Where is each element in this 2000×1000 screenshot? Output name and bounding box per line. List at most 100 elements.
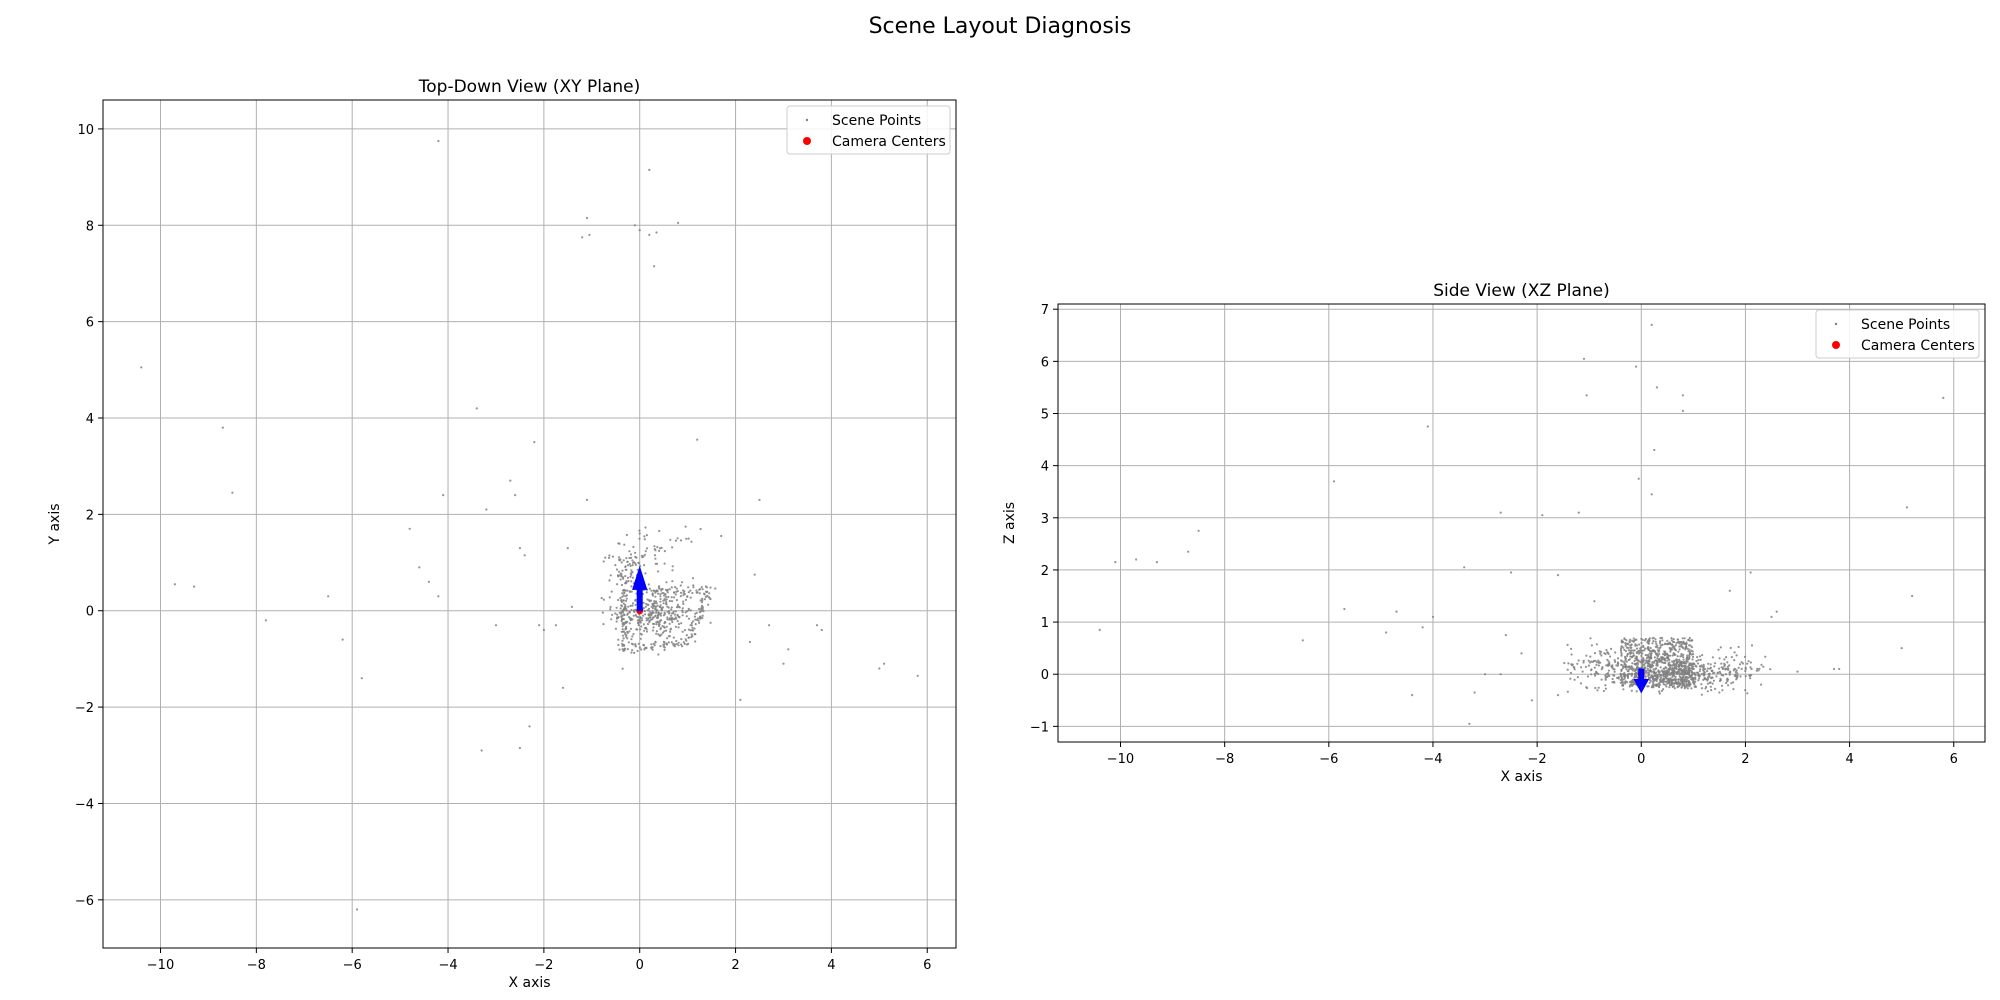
scene-point bbox=[1900, 647, 1903, 650]
scene-point bbox=[662, 614, 666, 617]
scene-point bbox=[670, 596, 673, 599]
scene-point bbox=[1463, 566, 1466, 569]
scene-point bbox=[1620, 652, 1623, 656]
scene-point bbox=[674, 616, 677, 619]
scene-point bbox=[699, 599, 702, 602]
scene-point bbox=[643, 648, 646, 651]
scene-point bbox=[1593, 666, 1596, 669]
scene-point bbox=[701, 614, 704, 617]
scene-point bbox=[1586, 675, 1590, 678]
scene-point bbox=[666, 637, 669, 640]
chart-title: Top-Down View (XY Plane) bbox=[418, 77, 640, 97]
scene-point bbox=[616, 583, 619, 586]
scene-point bbox=[626, 648, 629, 651]
scene-point bbox=[1708, 674, 1711, 677]
scene-point bbox=[1630, 681, 1633, 684]
scene-point bbox=[1687, 658, 1690, 661]
legend: Scene Points Camera Centers bbox=[1815, 309, 1980, 359]
scene-point bbox=[1566, 643, 1569, 647]
scene-point bbox=[1623, 648, 1626, 652]
scene-point bbox=[648, 168, 651, 171]
scene-point bbox=[632, 632, 635, 636]
scene-point bbox=[1651, 642, 1654, 645]
scene-point bbox=[1567, 662, 1570, 665]
scene-point bbox=[633, 224, 637, 227]
scene-point bbox=[657, 624, 661, 628]
scene-point bbox=[653, 554, 657, 557]
scene-point bbox=[685, 615, 688, 618]
scene-point bbox=[1701, 654, 1704, 657]
scene-point bbox=[677, 615, 680, 619]
scene-point bbox=[1594, 659, 1597, 662]
scene-point bbox=[1573, 678, 1576, 681]
scene-point bbox=[1632, 652, 1635, 655]
scene-point bbox=[620, 583, 624, 587]
scene-point bbox=[1604, 684, 1607, 687]
y-tick-label: −1 bbox=[1030, 720, 1049, 735]
scene-point bbox=[614, 564, 617, 567]
scene-point bbox=[628, 590, 632, 593]
scene-point bbox=[690, 624, 693, 627]
scene-point bbox=[1658, 675, 1661, 678]
scene-point bbox=[1670, 639, 1673, 642]
scene-point bbox=[1599, 661, 1602, 664]
scene-point bbox=[668, 635, 671, 638]
scene-point bbox=[1708, 667, 1712, 670]
scene-point bbox=[1687, 671, 1691, 675]
scene-point bbox=[542, 628, 546, 632]
scene-point bbox=[626, 589, 629, 592]
scene-point bbox=[618, 558, 621, 562]
scene-point bbox=[1647, 685, 1650, 688]
scene-point bbox=[1838, 667, 1841, 671]
scene-point bbox=[637, 642, 640, 645]
scene-point bbox=[561, 686, 565, 689]
scene-point bbox=[648, 233, 651, 236]
scene-point bbox=[628, 550, 631, 553]
scene-point bbox=[625, 597, 628, 600]
y-tick-label: 7 bbox=[1041, 303, 1049, 318]
scene-point bbox=[643, 535, 646, 538]
scene-point bbox=[665, 600, 668, 604]
scene-point bbox=[627, 605, 630, 608]
scene-point bbox=[1671, 685, 1675, 688]
scene-point bbox=[675, 643, 678, 646]
scene-point bbox=[1645, 669, 1648, 672]
scene-point bbox=[698, 611, 702, 614]
scene-point bbox=[637, 616, 640, 619]
scene-point bbox=[660, 612, 663, 615]
scene-point bbox=[640, 648, 643, 651]
scene-point bbox=[1665, 685, 1668, 688]
scene-point bbox=[679, 591, 683, 595]
scene-point bbox=[1655, 652, 1659, 655]
scene-point bbox=[1666, 673, 1669, 677]
scene-point bbox=[1691, 668, 1694, 671]
scene-point bbox=[616, 613, 619, 616]
scene-point bbox=[1468, 722, 1471, 725]
scene-point bbox=[1672, 673, 1675, 676]
scene-point bbox=[639, 632, 642, 635]
scene-point bbox=[627, 579, 630, 583]
scene-point bbox=[644, 605, 647, 608]
scene-point bbox=[442, 494, 445, 497]
scene-point bbox=[623, 589, 626, 592]
scene-point bbox=[1730, 682, 1733, 685]
scene-point bbox=[1637, 652, 1640, 655]
scene-point bbox=[658, 587, 661, 590]
scene-point bbox=[701, 606, 704, 609]
scene-point bbox=[623, 543, 626, 546]
scene-point bbox=[608, 554, 611, 557]
scene-point bbox=[1672, 638, 1675, 641]
scene-point bbox=[661, 591, 664, 595]
scene-point bbox=[1671, 664, 1674, 667]
scene-point bbox=[1649, 664, 1652, 667]
scene-point bbox=[645, 630, 649, 633]
scene-point bbox=[1796, 670, 1799, 673]
scene-point bbox=[1706, 676, 1709, 679]
scene-point bbox=[1736, 676, 1739, 679]
scene-point bbox=[1520, 652, 1523, 655]
scene-point bbox=[1670, 647, 1673, 650]
scene-point bbox=[645, 547, 649, 550]
scene-point bbox=[1648, 652, 1651, 655]
scene-point bbox=[1395, 610, 1398, 613]
scene-point bbox=[1598, 650, 1601, 653]
